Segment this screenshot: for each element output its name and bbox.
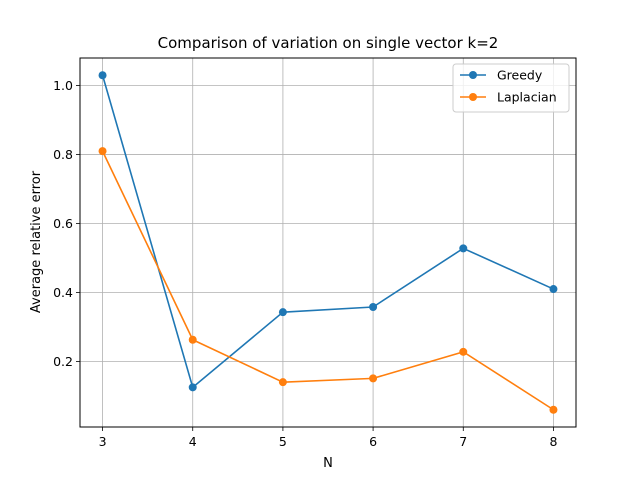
legend-label-greedy: Greedy — [497, 68, 543, 83]
data-point-greedy — [98, 71, 107, 80]
y-tick-label: 0.4 — [53, 285, 73, 300]
data-point-laplacian — [459, 347, 468, 356]
chart-title: Comparison of variation on single vector… — [158, 34, 499, 52]
series-line-greedy — [101, 75, 554, 389]
data-point-greedy — [369, 302, 378, 311]
x-tick-label: 4 — [189, 434, 197, 449]
x-tick-label: 7 — [459, 434, 467, 449]
legend-label-laplacian: Laplacian — [497, 90, 557, 105]
x-tick-label: 3 — [99, 434, 107, 449]
data-point-greedy — [188, 383, 197, 392]
legend-marker-greedy — [469, 71, 477, 79]
y-tick-label: 1.0 — [53, 78, 73, 93]
grid — [80, 58, 576, 427]
data-point-laplacian — [369, 374, 378, 383]
data-point-greedy — [278, 308, 287, 317]
data-point-laplacian — [278, 378, 287, 387]
plot-frame — [79, 57, 577, 428]
series-line-laplacian — [101, 150, 554, 411]
series-layer — [98, 71, 558, 414]
y-tick-label: 0.2 — [53, 354, 73, 369]
x-axis-label: N — [323, 456, 333, 471]
x-tick-label: 8 — [549, 434, 557, 449]
x-tick-label: 5 — [279, 434, 287, 449]
y-tick-label: 0.8 — [53, 147, 73, 162]
y-tick-label: 0.6 — [53, 216, 73, 231]
y-axis-label: Average relative error — [29, 170, 44, 313]
legend-box — [452, 63, 570, 113]
data-point-laplacian — [188, 335, 197, 344]
ticks: 3 4 5 6 7 8 0.2 0.4 0.6 0.8 1.0 — [53, 78, 557, 449]
legend-marker-laplacian — [469, 93, 477, 101]
data-point-laplacian — [549, 405, 558, 414]
legend: Greedy Laplacian — [452, 63, 570, 113]
data-point-greedy — [549, 285, 558, 294]
data-point-greedy — [459, 244, 468, 253]
data-point-laplacian — [98, 147, 107, 156]
x-tick-label: 6 — [369, 434, 377, 449]
